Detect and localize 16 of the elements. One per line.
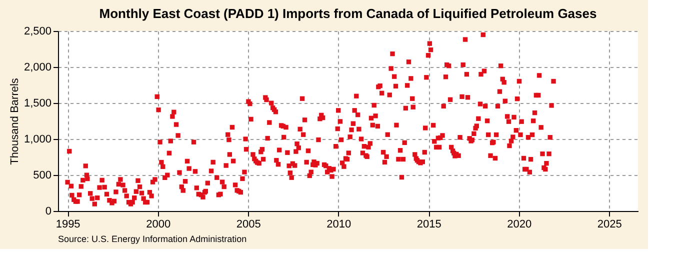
y-tick-label: 500 (33, 170, 52, 182)
x-tick-label: 1995 (56, 218, 80, 230)
y-tick-label: 1,500 (24, 98, 52, 110)
y-tick-label: 1,000 (24, 134, 52, 146)
x-tick-label: 2025 (597, 218, 622, 230)
y-tick-label: 2,500 (24, 26, 52, 38)
x-tick-label: 2010 (326, 218, 352, 230)
y-tick-label: 2,000 (24, 62, 52, 74)
x-tick-label: 2020 (507, 218, 532, 230)
y-axis-title: Thousand Barrels (8, 78, 21, 165)
x-tick-label: 2015 (416, 218, 442, 230)
x-tick-label: 2000 (146, 218, 171, 230)
chart-title: Monthly East Coast (PADD 1) Imports from Canada of Liquified Petroleum Gases (99, 6, 597, 21)
x-tick-label: 2005 (236, 218, 261, 230)
source-note: Source: U.S. Energy Information Administration (58, 234, 247, 244)
y-tick-label: 0 (45, 206, 52, 218)
